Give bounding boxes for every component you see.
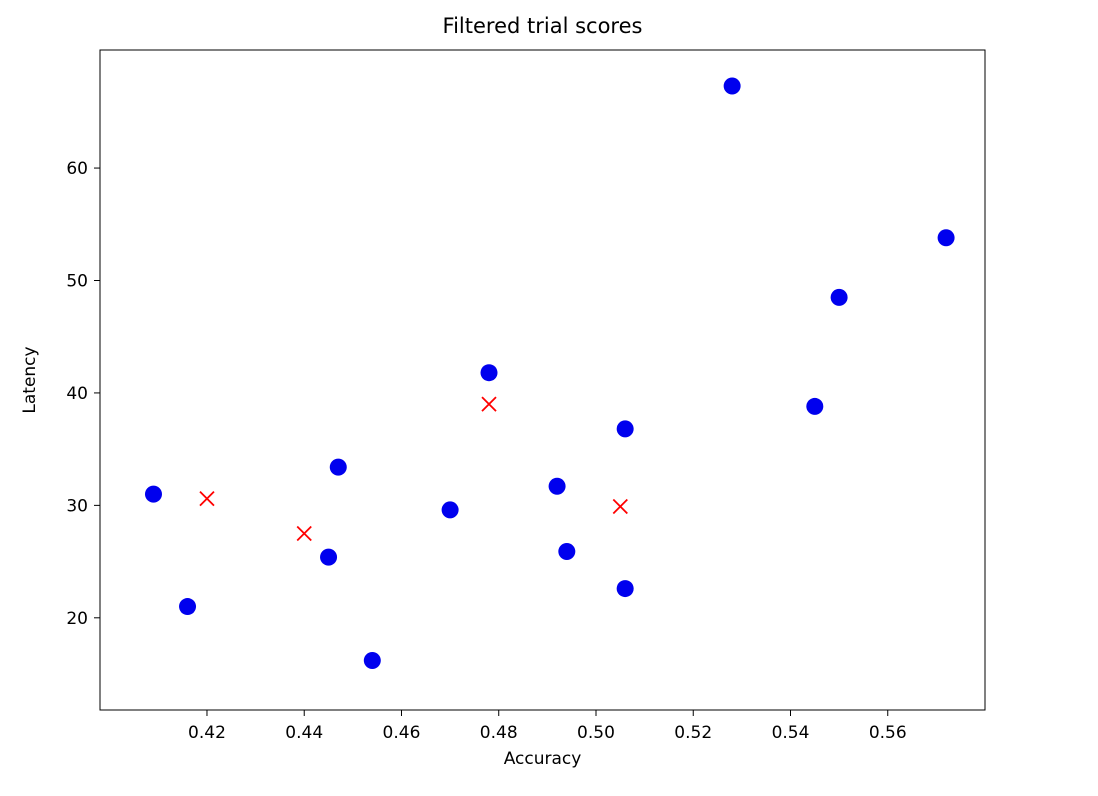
red-crosses-point (296, 525, 312, 542)
x-tick-label: 0.56 (869, 723, 907, 743)
y-tick-label: 40 (66, 384, 88, 404)
blue-circles-point (830, 288, 848, 306)
x-tick-label: 0.52 (674, 723, 712, 743)
blue-circles-point (937, 229, 955, 247)
y-tick-label: 30 (66, 496, 88, 516)
blue-circles-point (616, 420, 634, 438)
axes-box (99, 49, 986, 711)
blue-circles-point (616, 580, 634, 598)
blue-circles-point (441, 501, 459, 519)
x-tick-label: 0.42 (188, 723, 226, 743)
blue-circles-point (144, 485, 162, 503)
x-tick-label: 0.50 (577, 723, 615, 743)
x-tick-label: 0.44 (285, 723, 323, 743)
y-tick-label: 50 (66, 271, 88, 291)
red-crosses-point (199, 490, 215, 507)
x-tick-label: 0.48 (480, 723, 518, 743)
blue-circles-point (363, 652, 381, 670)
blue-circles-point (480, 364, 498, 382)
x-tick-label: 0.54 (772, 723, 810, 743)
blue-circles-point (806, 397, 824, 415)
x-axis-label: Accuracy (503, 749, 582, 769)
chart-title: Filtered trial scores (442, 14, 643, 38)
blue-circles-point (329, 458, 347, 476)
y-tick-label: 20 (66, 609, 88, 629)
blue-circles-point (558, 542, 576, 560)
blue-circles-point (179, 598, 197, 616)
red-crosses-point (481, 396, 497, 412)
y-tick-label: 60 (66, 159, 88, 179)
blue-circles-point (320, 548, 338, 566)
x-tick-label: 0.46 (383, 723, 421, 743)
blue-circles-point (548, 477, 566, 495)
blue-circles-point (723, 77, 741, 95)
red-crosses-point (612, 498, 628, 515)
